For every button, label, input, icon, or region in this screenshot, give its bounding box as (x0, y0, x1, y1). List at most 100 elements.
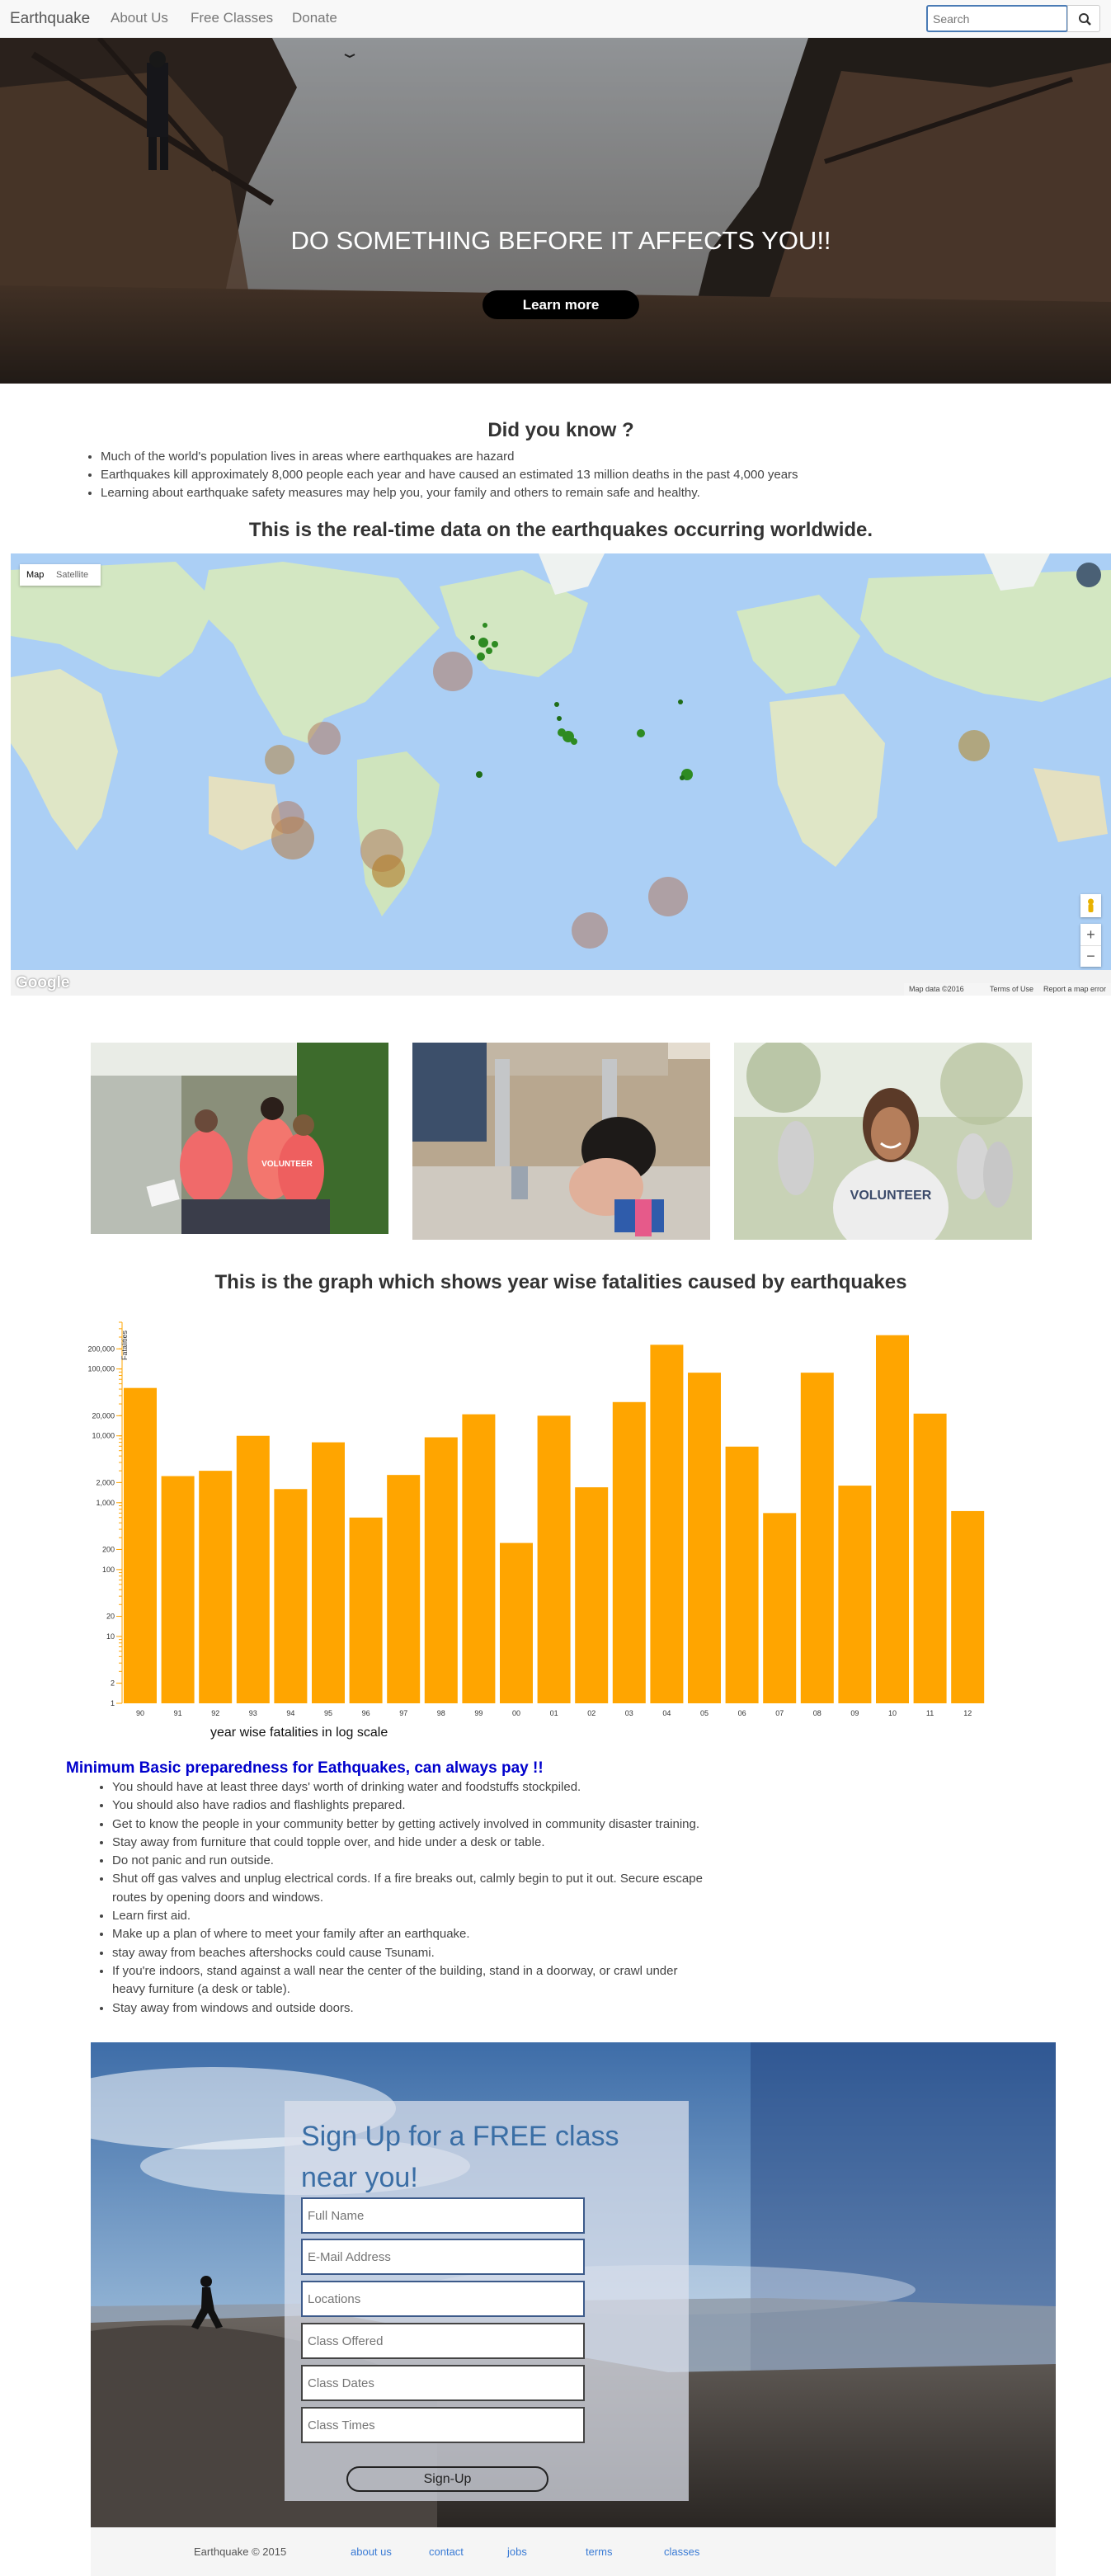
child-under-desk-image (412, 1043, 710, 1240)
x-tick-label: 07 (775, 1709, 784, 1717)
list-item: Learn first aid. (112, 1907, 706, 1925)
bar-07 (763, 1513, 797, 1703)
x-tick-label: 06 (738, 1709, 746, 1717)
volunteers-vests-image: VOLUNTEER (91, 1043, 388, 1234)
chart-title: This is the graph which shows year wise … (214, 1271, 907, 1293)
fatalities-chart: 1 2 10 20 100 200 1,000 2,000 10,000 20,000 100,00… (68, 1316, 991, 1745)
y-axis-label: Fatalities (120, 1330, 129, 1361)
did-you-know-title: Did you know ? (487, 419, 634, 441)
footer-jobs-link[interactable]: jobs (507, 2545, 527, 2558)
y-tick-label: 10 (106, 1632, 115, 1641)
map-tab[interactable]: Map (26, 570, 45, 580)
bar-93 (236, 1435, 270, 1703)
search-button[interactable] (1067, 5, 1100, 32)
learn-more-button[interactable]: Learn more (483, 290, 639, 319)
x-tick-label: 93 (249, 1709, 257, 1717)
signup-form: Sign Up for a FREE class near you! Sign-… (285, 2101, 689, 2501)
list-item: Make up a plan of where to meet your fam… (112, 1925, 706, 1943)
nav-donate[interactable]: Donate (292, 10, 337, 26)
earthquake-map[interactable]: Map Satellite + − Google Map data ©2016 … (11, 553, 1111, 996)
list-item: Stay away from furniture that could topp… (112, 1834, 706, 1852)
signup-title: Sign Up for a FREE class near you! (301, 2121, 619, 2193)
nav-about-us[interactable]: About Us (111, 10, 168, 26)
x-tick-label: 02 (587, 1709, 596, 1717)
bar-98 (424, 1437, 458, 1703)
x-tick-label: 90 (136, 1709, 144, 1717)
footer-contact-link[interactable]: contact (429, 2545, 464, 2558)
bar-06 (725, 1446, 759, 1703)
list-item: Get to know the people in your community… (112, 1815, 706, 1834)
zoom-in-button[interactable]: + (1086, 926, 1095, 943)
email-input[interactable] (301, 2239, 585, 2275)
nav-free-classes[interactable]: Free Classes (191, 10, 274, 26)
bar-09 (838, 1486, 872, 1703)
full-name-input[interactable] (301, 2197, 585, 2234)
bar-99 (462, 1414, 496, 1703)
list-item: Earthquakes kill approximately 8,000 peo… (101, 466, 798, 484)
hero-headline: DO SOMETHING BEFORE IT AFFECTS YOU!! (290, 226, 831, 255)
y-tick-label: 200,000 (87, 1345, 115, 1353)
class-times-input[interactable] (301, 2407, 585, 2443)
list-item: Shut off gas valves and unplug electrica… (112, 1870, 706, 1907)
x-tick-label: 09 (850, 1709, 859, 1717)
signup-button[interactable]: Sign-Up (346, 2466, 548, 2492)
y-tick-label: 100,000 (87, 1365, 115, 1373)
y-tick-label: 20,000 (92, 1411, 115, 1420)
bar-08 (800, 1373, 834, 1703)
x-tick-label: 01 (550, 1709, 558, 1717)
y-tick-label: 2,000 (96, 1478, 115, 1486)
bar-11 (913, 1413, 947, 1703)
pegman-icon (1088, 898, 1094, 912)
bar-03 (612, 1401, 646, 1703)
y-tick-label: 200 (102, 1545, 115, 1553)
bar-10 (876, 1335, 909, 1703)
search-icon (1079, 13, 1091, 26)
report-error-link[interactable]: Report a map error (1043, 985, 1107, 993)
x-tick-label: 04 (662, 1709, 671, 1717)
locations-input[interactable] (301, 2281, 585, 2317)
google-logo: Google (16, 974, 70, 991)
y-tick-label: 20 (106, 1613, 115, 1621)
footer-copyright: Earthquake © 2015 (194, 2545, 287, 2558)
avatar (1076, 563, 1101, 587)
footer-about-link[interactable]: about us (351, 2545, 392, 2558)
x-tick-label: 10 (888, 1709, 897, 1717)
class-offered-input[interactable] (301, 2323, 585, 2359)
terms-link[interactable]: Terms of Use (990, 985, 1034, 993)
bar-00 (500, 1542, 533, 1703)
x-tick-label: 05 (700, 1709, 708, 1717)
y-tick-label: 100 (102, 1566, 115, 1574)
bar-91 (161, 1476, 195, 1703)
x-tick-label: 99 (474, 1709, 483, 1717)
y-tick-label: 2 (111, 1679, 115, 1688)
footer-terms-link[interactable]: terms (586, 2545, 613, 2558)
list-item: You should also have radios and flashlig… (112, 1797, 706, 1815)
photo-volunteers-vests: VOLUNTEER (91, 1043, 388, 1234)
list-item: Do not panic and run outside. (112, 1852, 706, 1870)
bar-90 (124, 1387, 157, 1703)
search-input[interactable] (926, 5, 1068, 32)
x-tick-label: 08 (813, 1709, 821, 1717)
map-title: This is the real-time data on the earthq… (248, 519, 873, 541)
zoom-out-button[interactable]: − (1080, 945, 1101, 967)
x-tick-label: 12 (963, 1709, 972, 1717)
x-tick-label: 11 (926, 1709, 934, 1717)
x-tick-label: 03 (625, 1709, 633, 1717)
brand-link[interactable]: Earthquake (10, 10, 91, 27)
facts-list: Much of the world's population lives in … (101, 448, 798, 502)
bar-04 (650, 1345, 684, 1703)
hero-banner: DO SOMETHING BEFORE IT AFFECTS YOU!! Lea… (0, 38, 1111, 384)
bar-97 (387, 1475, 421, 1703)
bar-95 (312, 1442, 345, 1703)
x-tick-label: 95 (324, 1709, 332, 1717)
satellite-tab[interactable]: Satellite (56, 570, 89, 580)
list-item: stay away from beaches aftershocks could… (112, 1944, 706, 1962)
x-tick-label: 00 (512, 1709, 520, 1717)
preparedness-title: Minimum Basic preparedness for Eathquake… (66, 1759, 544, 1777)
map-type-control: Map Satellite (20, 564, 101, 586)
class-dates-input[interactable] (301, 2365, 585, 2401)
pegman-button[interactable] (1080, 894, 1101, 917)
footer-classes-link[interactable]: classes (664, 2545, 700, 2558)
x-tick-label: 94 (286, 1709, 294, 1717)
y-tick-label: 1 (111, 1699, 115, 1707)
